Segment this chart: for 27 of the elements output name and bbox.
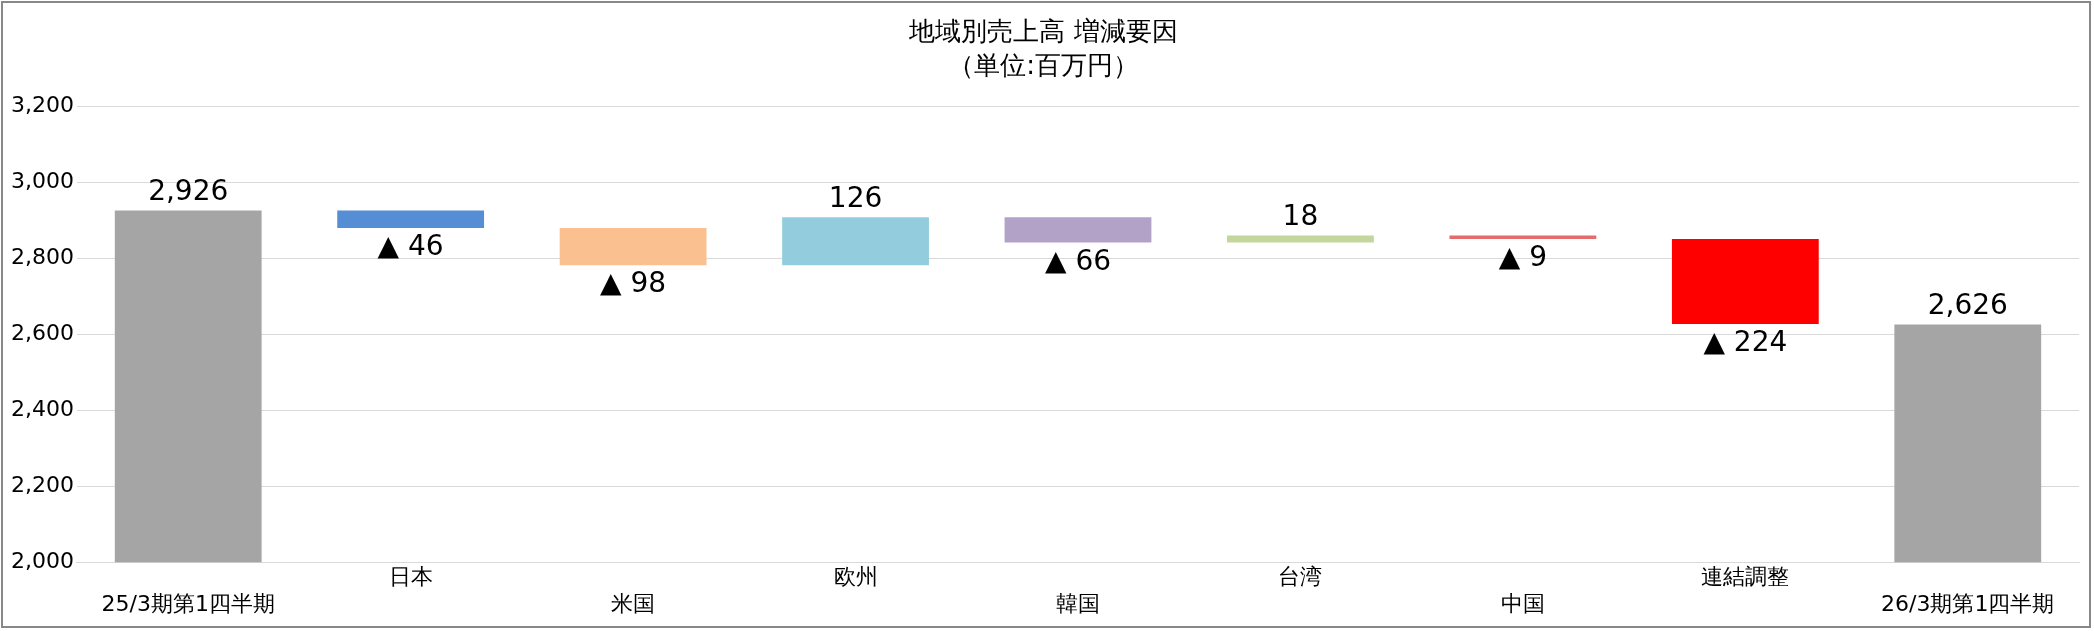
- chart-title: 地域別売上高 増減要因: [908, 16, 1178, 47]
- data-label: 2,626: [1927, 287, 2008, 321]
- x-tick-label: 連結調整: [1701, 564, 1790, 590]
- x-tick-label: 日本: [388, 564, 433, 590]
- data-label: ▲ 224: [1703, 325, 1788, 359]
- data-label: 2,926: [148, 173, 229, 207]
- data-label: 18: [1282, 198, 1319, 232]
- data-label: ▲ 66: [1044, 243, 1112, 277]
- x-tick-label: 中国: [1500, 590, 1545, 616]
- y-tick-label: 3,200: [11, 92, 74, 118]
- y-tick-label: 2,600: [11, 320, 74, 346]
- x-tick-label: 欧州: [833, 564, 878, 590]
- x-tick-label: 米国: [611, 590, 656, 616]
- x-tick-label: 韓国: [1055, 590, 1100, 616]
- data-label: 126: [828, 180, 883, 214]
- y-tick-label: 3,000: [11, 168, 74, 194]
- data-label: ▲ 9: [1498, 240, 1548, 274]
- x-tick-label: 26/3期第1四半期: [1881, 590, 2055, 616]
- chart-subtitle: （単位:百万円）: [948, 49, 1139, 80]
- data-label: ▲ 98: [600, 266, 667, 300]
- y-tick-label: 2,800: [11, 244, 74, 270]
- data-label: ▲ 46: [377, 229, 444, 263]
- x-tick-label: 台湾: [1278, 564, 1323, 590]
- y-tick-label: 2,400: [11, 395, 74, 421]
- y-tick-label: 2,200: [11, 471, 74, 497]
- x-tick-label: 25/3期第1四半期: [101, 590, 275, 616]
- y-tick-label: 2,000: [11, 547, 74, 573]
